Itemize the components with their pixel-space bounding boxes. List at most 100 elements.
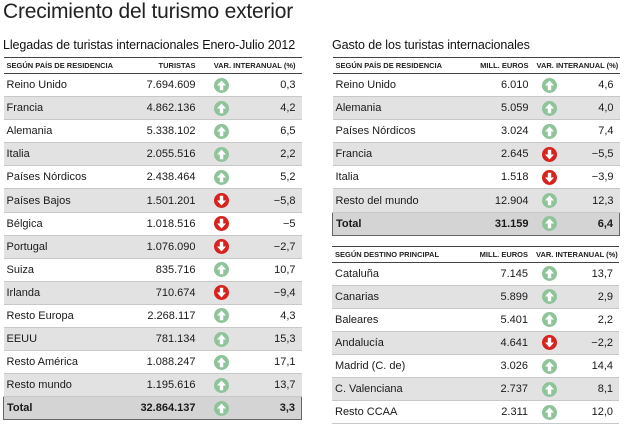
row-variation: −3,9 — [564, 165, 620, 190]
trend-cell — [534, 308, 564, 332]
arrow-down-icon — [542, 169, 557, 185]
table-row: Reino Unido 7.694.609 0,3 — [3, 73, 302, 98]
total-row: Total 32.864.137 3,3 — [3, 396, 302, 421]
row-label: Italia — [3, 142, 116, 167]
row-variation: 6,4 — [564, 211, 620, 236]
row-variation: 14,4 — [564, 354, 619, 379]
trend-cell — [201, 327, 242, 352]
table-row: Países Nórdicos 2.438.464 5,2 — [3, 165, 302, 190]
trend-cell — [534, 188, 565, 213]
arrow-up-icon — [214, 77, 229, 93]
arrow-up-icon — [541, 381, 557, 397]
trend-cell — [201, 73, 242, 98]
table-row: Francia 2.645 −5,5 — [332, 142, 620, 167]
row-variation: 2,2 — [564, 308, 619, 332]
trend-cell — [534, 142, 565, 167]
column-header-euros: MILL. EUROS — [450, 245, 534, 263]
table-row: Baleares 5.401 2,2 — [332, 308, 619, 332]
row-label: EEUU — [3, 327, 116, 352]
row-value: 2.268.117 — [115, 304, 202, 329]
trend-cell — [534, 211, 565, 236]
row-value: 32.864.137 — [115, 396, 202, 421]
table-row: Suiza 835.716 10,7 — [3, 258, 302, 282]
spending-panel: Gasto de los turistas internacionales SE… — [332, 38, 620, 425]
page-title: Crecimiento del turismo exterior — [3, 0, 294, 23]
arrow-up-icon — [542, 77, 557, 93]
row-variation: −5,8 — [241, 188, 302, 213]
arrow-up-icon — [214, 146, 229, 162]
table-row: Resto América 1.088.247 17,1 — [3, 350, 302, 375]
trend-cell — [534, 331, 564, 356]
row-value: 1.501.201 — [115, 188, 202, 213]
trend-cell — [201, 373, 242, 398]
trend-cell — [201, 350, 242, 375]
column-header-var: VAR. INTERANUAL (%) — [534, 245, 619, 263]
row-variation: 5,2 — [241, 165, 302, 190]
row-label: Resto del mundo — [332, 188, 451, 213]
row-value: 2.645 — [450, 142, 535, 167]
row-variation: 6,5 — [241, 119, 302, 144]
row-value: 2.311 — [450, 400, 534, 425]
row-variation: −2,7 — [241, 235, 302, 259]
row-variation: −5 — [241, 212, 302, 236]
table-header: SEGÚN DESTINO PRINCIPAL MILL. EUROS VAR.… — [332, 245, 619, 263]
table-row: Irlanda 710.674 −9,4 — [3, 281, 302, 305]
row-value: 7.145 — [450, 262, 534, 286]
spending-table: SEGÚN PAÍS DE RESIDENCIA MILL. EUROS VAR… — [332, 57, 620, 236]
row-label: Baleares — [332, 308, 450, 332]
trend-cell — [201, 188, 242, 213]
trend-cell — [534, 262, 564, 286]
row-value: 5.899 — [450, 285, 534, 309]
row-label: Reino Unido — [332, 73, 451, 98]
arrow-up-icon — [542, 193, 557, 209]
table-row: Alemania 5.338.102 6,5 — [3, 119, 302, 144]
column-header-destination: SEGÚN DESTINO PRINCIPAL — [332, 245, 450, 263]
arrow-down-icon — [542, 146, 557, 162]
row-value: 1.076.090 — [115, 235, 202, 259]
row-label: Alemania — [332, 96, 451, 121]
trend-cell — [534, 400, 564, 425]
row-variation: 12,0 — [564, 400, 619, 425]
arrow-up-icon — [214, 331, 229, 347]
row-variation: 10,7 — [241, 258, 302, 282]
column-header-var: VAR. INTERANUAL (%) — [534, 57, 620, 74]
row-variation: 13,7 — [564, 262, 619, 286]
arrow-up-icon — [542, 100, 557, 116]
table-row: Cataluña 7.145 13,7 — [332, 262, 619, 286]
row-variation: 17,1 — [241, 350, 302, 375]
trend-cell — [534, 119, 565, 144]
row-label: Andalucía — [332, 331, 450, 356]
row-value: 12.904 — [450, 188, 535, 213]
row-value: 1.195.616 — [115, 373, 202, 398]
row-value: 1.088.247 — [115, 350, 202, 375]
arrow-up-icon — [214, 377, 229, 393]
row-label: Madrid (C. de) — [332, 354, 450, 379]
row-value: 1.018.516 — [115, 212, 202, 236]
row-value: 1.518 — [450, 165, 535, 190]
arrow-up-icon — [541, 358, 557, 374]
row-value: 2.438.464 — [115, 165, 202, 190]
table-row: Portugal 1.076.090 −2,7 — [3, 235, 302, 259]
trend-cell — [201, 119, 242, 144]
trend-cell — [201, 281, 242, 305]
row-label: Resto Europa — [3, 304, 116, 329]
trend-cell — [534, 354, 564, 379]
arrow-down-icon — [214, 285, 229, 301]
row-variation: 4,2 — [241, 96, 302, 121]
row-value: 710.674 — [115, 281, 202, 305]
table-row: Resto CCAA 2.311 12,0 — [332, 400, 619, 425]
trend-cell — [201, 165, 242, 190]
arrow-up-icon — [542, 216, 557, 232]
row-value: 31.159 — [450, 211, 535, 236]
trend-cell — [201, 212, 242, 236]
row-variation: −9,4 — [241, 281, 302, 305]
arrivals-panel: Llegadas de turistas internacionales Ene… — [3, 38, 302, 421]
arrow-up-icon — [541, 404, 557, 420]
row-variation: 8,1 — [564, 377, 619, 402]
trend-cell — [201, 142, 242, 167]
trend-cell — [534, 165, 565, 190]
row-label: C. Valenciana — [332, 377, 450, 402]
arrow-up-icon — [214, 100, 229, 116]
spending-title: Gasto de los turistas internacionales — [332, 38, 530, 52]
row-value: 7.694.609 — [115, 73, 202, 98]
